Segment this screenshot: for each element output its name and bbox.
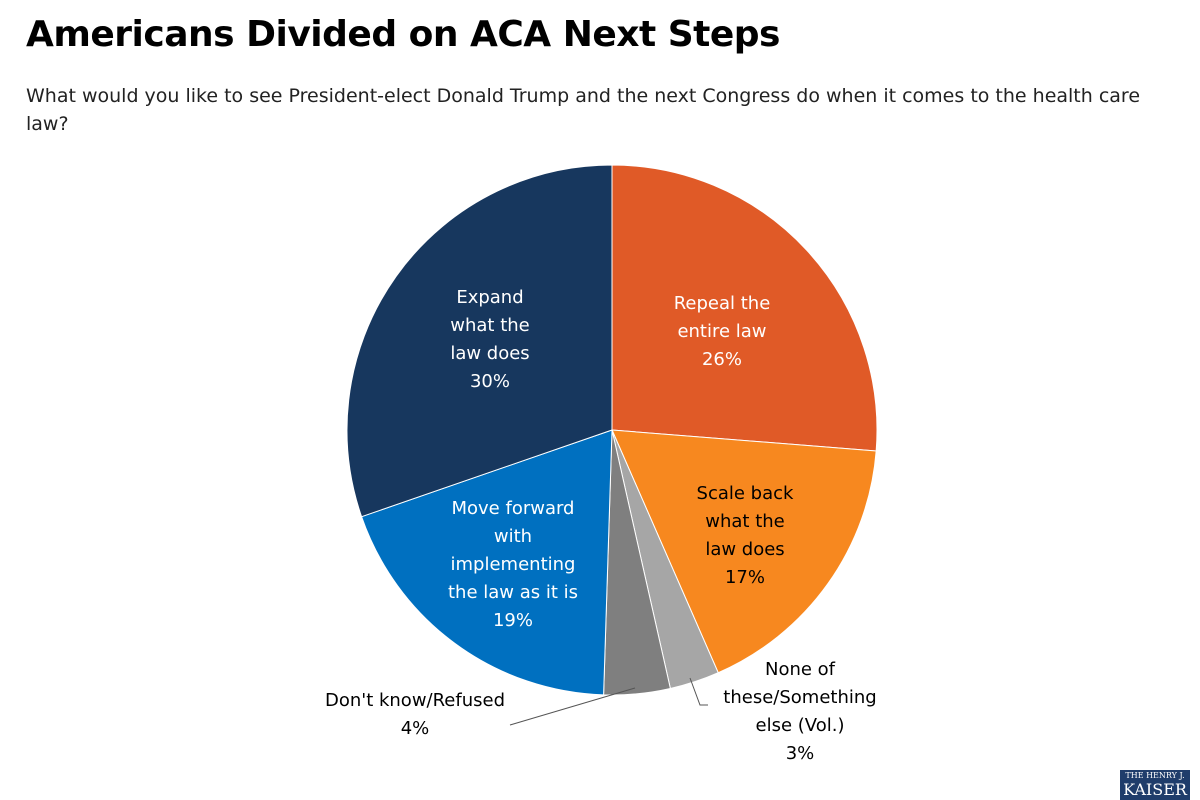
category-label: Expand what the law does bbox=[450, 287, 530, 364]
slice-label: Expand what the law does 30% bbox=[440, 284, 540, 396]
value-label: 17% bbox=[724, 567, 765, 588]
logo-text: KAISER bbox=[1123, 780, 1187, 799]
slice-label: Scale back what the law does 17% bbox=[690, 480, 800, 592]
value-label: 4% bbox=[400, 718, 430, 739]
leader-line bbox=[509, 687, 636, 726]
pie-slice bbox=[346, 164, 613, 518]
value-label: 3% bbox=[785, 743, 815, 764]
category-label: Don't know/Refused bbox=[324, 690, 506, 711]
slice-label: Don't know/Refused 4% bbox=[305, 687, 525, 743]
value-label: 19% bbox=[492, 610, 533, 631]
slice-label: Move forward with implementing the law a… bbox=[433, 495, 593, 635]
category-label: Scale back what the law does bbox=[696, 483, 794, 560]
category-label: Repeal the entire law bbox=[673, 293, 771, 342]
leader-line bbox=[689, 677, 708, 706]
chart-subtitle: What would you like to see President-ele… bbox=[26, 85, 1141, 135]
pie-slice bbox=[611, 429, 877, 674]
slice-label: Repeal the entire law 26% bbox=[657, 290, 787, 374]
value-label: 30% bbox=[469, 371, 510, 392]
pie-slice bbox=[360, 429, 613, 696]
logo-text: THE HENRY J. bbox=[1125, 771, 1185, 780]
value-label: 26% bbox=[701, 349, 742, 370]
category-label: Move forward with implementing the law a… bbox=[447, 498, 579, 603]
pie-slice bbox=[611, 164, 878, 452]
chart-title: Americans Divided on ACA Next Steps bbox=[26, 14, 780, 55]
slice-label: None of these/Something else (Vol.) 3% bbox=[710, 656, 890, 768]
category-label: None of these/Something else (Vol.) bbox=[723, 659, 877, 736]
logo: THE HENRY J. KAISER bbox=[1120, 770, 1190, 800]
